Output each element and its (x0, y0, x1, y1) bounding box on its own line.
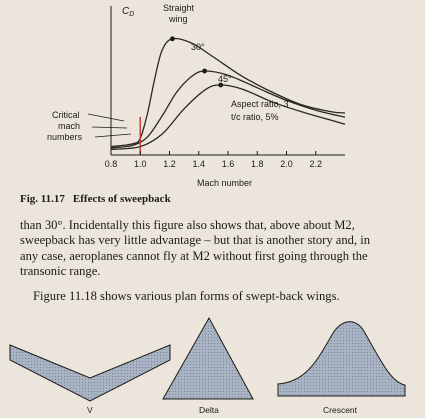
series-line-1 (110, 70, 346, 149)
x-tick-label: 2.2 (309, 159, 322, 169)
x-tick-label: 1.4 (192, 159, 205, 169)
sweep-45-label: 45° (218, 74, 232, 84)
v-wing-planform (9, 344, 171, 402)
peak-marker-0 (170, 36, 175, 42)
planform-figures (9, 316, 406, 402)
critical-label-3: numbers (47, 132, 83, 142)
y-axis-label: CD (122, 6, 134, 18)
delta-wing-planform (162, 316, 254, 400)
chart-ticks: 0.8 1.0 1.2 1.4 1.6 1.8 2.0 2.2 (105, 151, 322, 169)
sweep-30-label: 30° (191, 42, 205, 52)
critical-pointer-1 (87, 113, 125, 122)
x-tick-label: 0.8 (105, 159, 118, 169)
paragraph-1-line-4: transonic range. (20, 264, 101, 279)
x-tick-label: 1.0 (134, 159, 147, 169)
critical-pointer-2 (91, 126, 128, 129)
figure-caption: Fig. 11.17 Effects of sweepback (20, 193, 171, 205)
straight-wing-label-2: wing (168, 14, 188, 24)
paragraph-1-line-3: any case, aeroplanes cannot fly at M2 wi… (20, 248, 368, 263)
figure-title: Effects of sweepback (72, 193, 171, 205)
tc-ratio-label: t/c ratio, 5% (231, 112, 279, 122)
paragraph-2: Figure 11.18 shows various plan forms of… (33, 289, 340, 303)
critical-label-2: mach (58, 121, 80, 131)
paragraph-1-line-1: than 30°. Incidentally this figure also … (20, 218, 355, 232)
peak-marker-1 (202, 68, 208, 74)
straight-wing-label-1: Straight (163, 3, 195, 13)
x-axis-label: Mach number (197, 178, 252, 188)
x-tick-label: 1.8 (251, 159, 264, 169)
aspect-ratio-label: Aspect ratio, 3 (231, 99, 289, 109)
critical-label-1: Critical (52, 110, 80, 120)
delta-wing-label: Delta (199, 405, 219, 415)
paragraph-1: than 30°. Incidentally this figure also … (20, 218, 418, 280)
critical-pointer-3 (94, 133, 132, 138)
x-tick-label: 1.6 (222, 159, 235, 169)
chart-series (110, 36, 346, 155)
paragraph-1-line-2: sweepback has very little advantage – bu… (20, 233, 371, 248)
figure-number: Fig. 11.17 (20, 193, 65, 205)
sweepback-chart: 0.8 1.0 1.2 1.4 1.6 1.8 2.0 2.2 CD Mach number … (47, 3, 346, 188)
x-tick-label: 2.0 (280, 159, 293, 169)
peak-marker-2 (218, 82, 224, 88)
crescent-wing-label: Crescent (323, 405, 358, 415)
v-wing-label: V (87, 405, 93, 415)
x-tick-label: 1.2 (163, 159, 176, 169)
crescent-wing-planform (277, 321, 406, 397)
series-line-0 (110, 37, 346, 148)
chart-annotations: CD Mach number Straight wing 30° 45° Asp… (47, 3, 289, 188)
